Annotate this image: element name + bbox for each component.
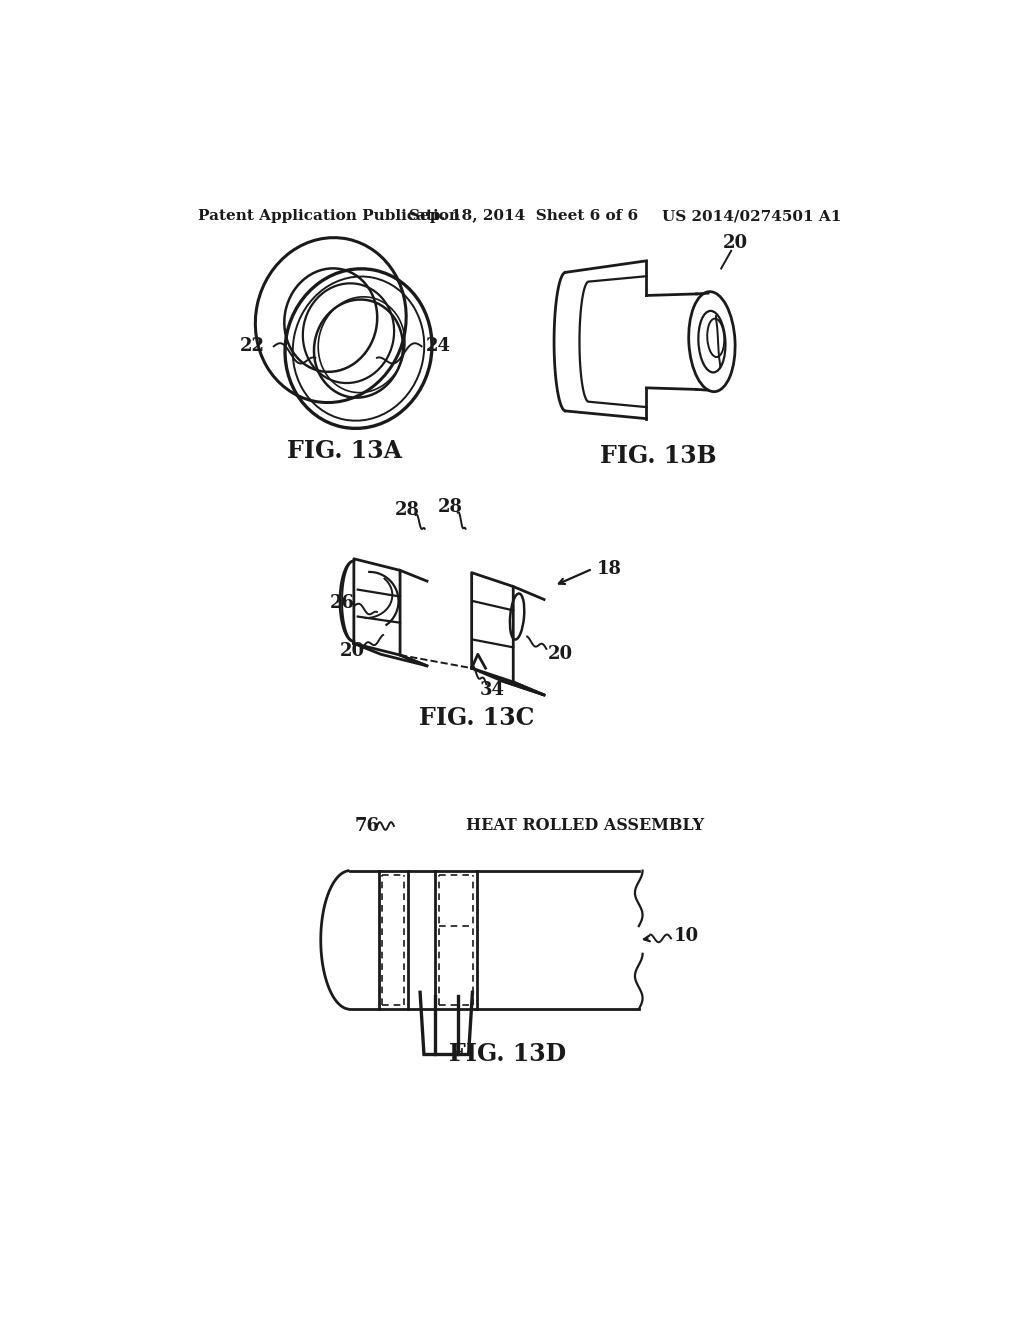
Text: FIG. 13C: FIG. 13C: [420, 706, 535, 730]
Text: US 2014/0274501 A1: US 2014/0274501 A1: [662, 209, 842, 223]
Text: 18: 18: [596, 560, 622, 578]
Text: FIG. 13B: FIG. 13B: [600, 444, 716, 467]
Text: 76: 76: [354, 817, 380, 836]
Text: 10: 10: [674, 927, 698, 945]
Text: FIG. 13A: FIG. 13A: [287, 440, 402, 463]
Text: 20: 20: [340, 643, 365, 660]
Text: 28: 28: [437, 498, 463, 516]
Text: HEAT ROLLED ASSEMBLY: HEAT ROLLED ASSEMBLY: [466, 817, 703, 834]
Text: 22: 22: [240, 338, 265, 355]
Text: 26: 26: [330, 594, 354, 611]
Text: 34: 34: [480, 681, 505, 698]
Text: 20: 20: [723, 234, 748, 252]
Text: 24: 24: [426, 338, 451, 355]
Text: Sep. 18, 2014  Sheet 6 of 6: Sep. 18, 2014 Sheet 6 of 6: [410, 209, 638, 223]
Text: 28: 28: [395, 502, 420, 519]
Text: 20: 20: [548, 644, 572, 663]
Text: FIG. 13D: FIG. 13D: [450, 1041, 566, 1067]
Text: Patent Application Publication: Patent Application Publication: [199, 209, 461, 223]
